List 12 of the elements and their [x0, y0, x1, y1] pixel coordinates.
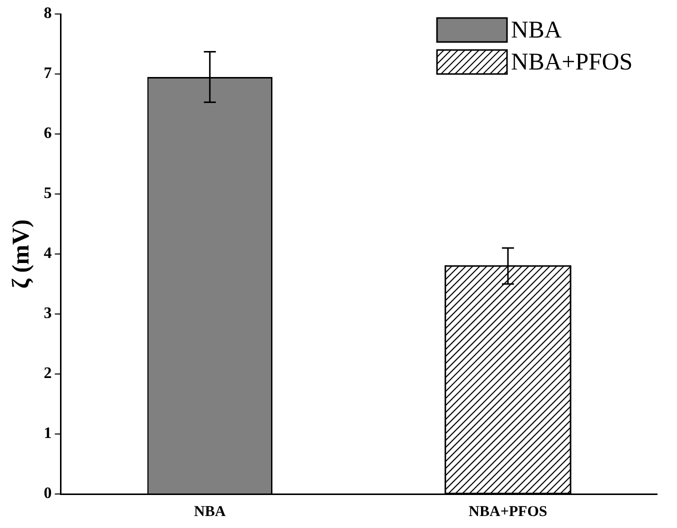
y-tick-label: 3 [44, 305, 52, 322]
y-tick-label: 4 [44, 245, 52, 262]
y-tick-label: 5 [44, 185, 52, 202]
y-tick-label: 1 [44, 425, 52, 442]
y-tick-label: 2 [44, 365, 52, 382]
y-tick-label: 6 [44, 125, 52, 142]
y-tick-label: 0 [44, 485, 52, 502]
y-tick-label: 7 [44, 65, 52, 82]
y-tick-label: 8 [44, 5, 52, 22]
y-axis-title: ζ (mV) [8, 219, 35, 289]
text: NBA+PFOS [511, 49, 633, 76]
legend-label: NBA [511, 17, 562, 44]
